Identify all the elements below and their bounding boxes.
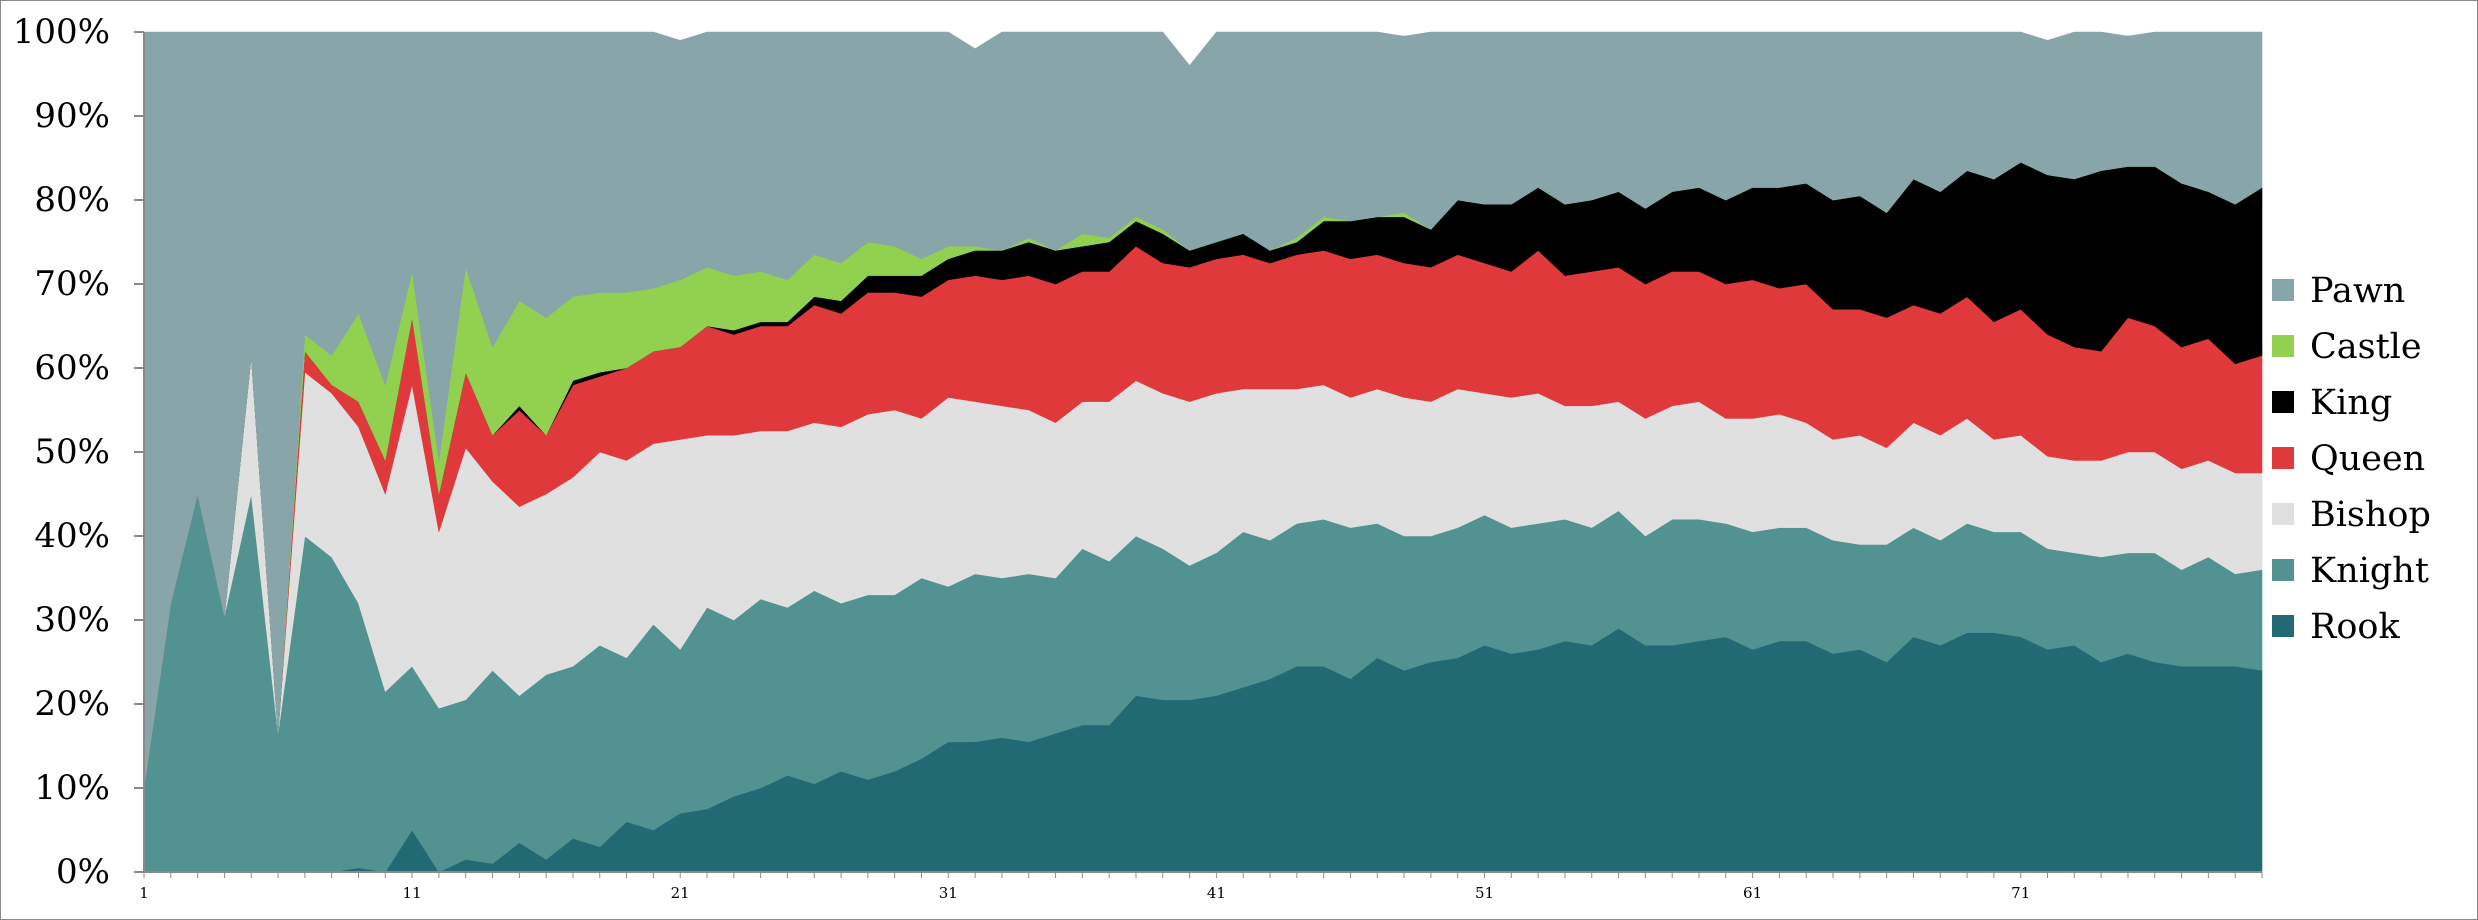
x-tick-label: 71 bbox=[2011, 884, 2030, 902]
legend: Pawn Castle King Queen Bishop Knight Rook bbox=[2272, 271, 2431, 647]
area-layers bbox=[143, 31, 2263, 873]
legend-label-castle: Castle bbox=[2310, 327, 2422, 367]
x-tick-label: 51 bbox=[1475, 884, 1494, 902]
x-tick-label: 61 bbox=[1743, 884, 1762, 902]
x-tick-label: 11 bbox=[403, 884, 422, 902]
y-tick-label: 10% bbox=[34, 768, 110, 808]
y-tick-label: 100% bbox=[13, 12, 110, 52]
legend-swatch-pawn bbox=[2272, 279, 2294, 301]
legend-swatch-castle bbox=[2272, 335, 2294, 357]
x-axis-ticks: 1 11 21 31 41 51 61 71 bbox=[139, 872, 2263, 902]
legend-swatch-bishop bbox=[2272, 503, 2294, 525]
legend-label-bishop: Bishop bbox=[2310, 495, 2431, 535]
y-axis-ticks: 0% 10% 20% 30% 40% 50% 60% 70% 80% 90% 100% bbox=[13, 12, 144, 892]
legend-label-pawn: Pawn bbox=[2310, 271, 2405, 311]
x-tick-label: 41 bbox=[1207, 884, 1226, 902]
x-tick-label: 21 bbox=[671, 884, 690, 902]
y-tick-label: 50% bbox=[34, 432, 110, 472]
legend-label-queen: Queen bbox=[2310, 439, 2425, 479]
legend-swatch-king bbox=[2272, 391, 2294, 413]
y-tick-label: 0% bbox=[56, 852, 110, 892]
legend-label-king: King bbox=[2310, 383, 2392, 423]
y-tick-label: 30% bbox=[34, 600, 110, 640]
y-tick-label: 80% bbox=[34, 180, 110, 220]
area-pawn bbox=[143, 31, 2263, 789]
legend-label-rook: Rook bbox=[2310, 607, 2400, 647]
x-tick-label: 1 bbox=[139, 884, 149, 902]
legend-swatch-queen bbox=[2272, 447, 2294, 469]
y-tick-label: 90% bbox=[34, 96, 110, 136]
y-tick-label: 70% bbox=[34, 264, 110, 304]
legend-label-knight: Knight bbox=[2310, 551, 2429, 591]
y-tick-label: 60% bbox=[34, 348, 110, 388]
legend-swatch-rook bbox=[2272, 615, 2294, 637]
y-tick-label: 40% bbox=[34, 516, 110, 556]
y-tick-label: 20% bbox=[34, 684, 110, 724]
legend-swatch-knight bbox=[2272, 559, 2294, 581]
x-tick-label: 31 bbox=[939, 884, 958, 902]
